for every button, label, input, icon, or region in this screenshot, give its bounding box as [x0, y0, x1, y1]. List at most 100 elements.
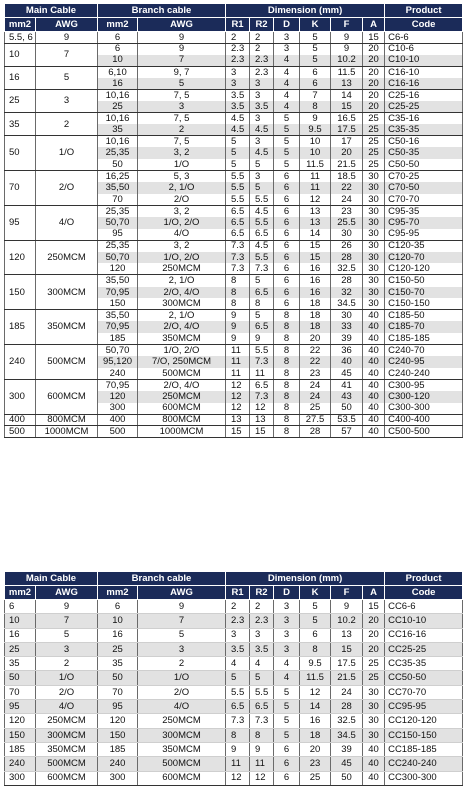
r2-cell: 5.5 — [249, 217, 275, 229]
main-mm2-cell: 95 — [4, 205, 36, 241]
table-row: 25 3 25 3 3.5 3.5 3 8 15 20 CC25-25 — [4, 642, 464, 658]
r2-cell: 5.5 — [249, 193, 275, 206]
r1-cell: 6.5 — [225, 217, 251, 229]
k-cell: 5 — [299, 613, 332, 629]
branch-awg-cell: 5 — [136, 77, 227, 90]
product-code-cell: CC10-10 — [384, 613, 464, 629]
product-code-cell: C150-150 — [384, 298, 464, 311]
r1-cell: 5 — [225, 147, 251, 160]
f-cell: 23 — [330, 205, 364, 217]
product-code-cell: CC25-25 — [384, 642, 464, 658]
main-mm2-cell: 16 — [4, 628, 36, 643]
k-header: K — [299, 17, 332, 32]
product-code-cell: CC50-50 — [384, 670, 464, 686]
branch-awg-cell: 9, 7 — [136, 66, 227, 78]
f-cell: 13 — [330, 77, 364, 90]
branch-mm2-cell: 120 — [97, 713, 138, 729]
r2-cell: 9 — [249, 742, 275, 758]
table-row: 500 1000MCM 500 1000MCM 15 15 8 28 57 40 C500-500 — [4, 425, 464, 438]
table-row: 35,50 2, 1/O 5.5 5 6 11 22 30 C70-50 — [5, 182, 464, 194]
d-cell: 6 — [273, 251, 301, 264]
a-cell: 40 — [362, 402, 386, 415]
r1-cell: 2 — [225, 598, 251, 615]
k-cell: 11.5 — [299, 670, 332, 686]
table1-body: 5.5, 6 9 6 9 2 2 3 5 9 15 C6-6 10 7 6 9 2.3 2 3 5 9 20 C10-6 1… — [4, 31, 464, 438]
f-cell: 40 — [330, 356, 364, 368]
k-cell: 12 — [299, 685, 332, 701]
main-cable-header-2: Main Cable — [4, 571, 98, 586]
d-cell: 8 — [273, 367, 301, 380]
main-awg-cell: 7 — [35, 613, 98, 629]
r2-cell: 11 — [249, 756, 275, 772]
f-header: F — [330, 17, 364, 32]
table-row: 95,120 7/O, 250MCM 11 7.3 8 22 40 40 C240-95 — [5, 356, 464, 368]
a-cell: 30 — [362, 728, 386, 743]
k-cell: 8 — [299, 101, 332, 114]
main-awg-cell: 600MCM — [35, 771, 98, 786]
r1-cell: 9 — [225, 309, 251, 322]
main-cable-header: Main Cable — [4, 3, 98, 18]
f-cell: 26 — [330, 240, 364, 252]
r2-cell: 4 — [249, 656, 275, 672]
d-cell: 6 — [273, 182, 301, 194]
k-cell: 11.5 — [299, 159, 332, 172]
f-cell: 30 — [330, 309, 364, 322]
table-row: 35 2 35 2 4 4 4 9.5 17.5 25 CC35-35 — [4, 656, 464, 672]
branch-mm2-cell: 10,16 — [97, 135, 138, 148]
r2-cell: 5 — [249, 274, 275, 287]
branch-awg-cell: 2/O, 4/O — [136, 321, 227, 333]
d-cell: 8 — [273, 321, 301, 333]
r1-cell: 3.5 — [225, 101, 251, 114]
r2-header: R2 — [249, 17, 275, 32]
r1-cell: 8 — [225, 286, 251, 299]
table-row: 300 600MCM 70,95 2/O, 4/O 12 6.5 8 24 41 40 C300-9… — [4, 379, 464, 415]
r2-cell: 5 — [249, 182, 275, 194]
d-cell: 5 — [273, 135, 301, 148]
product-code-cell: C120-120 — [384, 263, 464, 276]
r1-cell: 7.3 — [225, 263, 251, 276]
branch-mm2-cell: 400 — [97, 414, 138, 427]
main-mm2-header-2: mm2 — [4, 585, 36, 600]
branch-mm2-cell: 10 — [97, 613, 138, 629]
main-mm2-cell: 50 — [4, 670, 36, 686]
a-cell: 40 — [362, 367, 386, 380]
main-awg-cell: 2 — [35, 112, 98, 137]
f-cell: 11.5 — [330, 66, 364, 78]
f-cell: 43 — [330, 390, 364, 403]
branch-mm2-cell: 240 — [97, 756, 138, 772]
product-code-cell: C70-25 — [384, 170, 464, 183]
branch-awg-cell: 2/O — [136, 685, 227, 701]
main-mm2-cell: 240 — [4, 756, 36, 772]
a-cell: 30 — [362, 205, 386, 217]
branch-mm2-cell: 25 — [97, 642, 138, 658]
branch-awg-cell: 2/O — [136, 193, 227, 206]
r2-cell: 2 — [249, 43, 275, 55]
main-mm2-cell: 10 — [4, 43, 36, 67]
branch-mm2-cell: 16,25 — [97, 170, 138, 183]
d-cell: 6 — [273, 205, 301, 217]
main-mm2-cell: 35 — [4, 112, 36, 137]
k-cell: 8 — [299, 642, 332, 658]
a-cell: 40 — [362, 321, 386, 333]
a-cell: 40 — [362, 425, 386, 438]
main-mm2-cell: 25 — [4, 642, 36, 658]
d-cell: 6 — [273, 240, 301, 252]
d-cell: 8 — [273, 332, 301, 346]
d-cell: 4 — [273, 670, 301, 686]
f-cell: 30 — [330, 228, 364, 241]
branch-mm2-cell: 70,95 — [97, 321, 138, 333]
d-cell: 5 — [273, 728, 301, 743]
k-cell: 23 — [299, 756, 332, 772]
branch-awg-cell: 2 — [136, 656, 227, 672]
main-awg-cell: 1000MCM — [35, 425, 98, 438]
f-cell: 34.5 — [330, 728, 364, 743]
branch-mm2-cell: 150 — [97, 728, 138, 743]
r1-cell: 7.3 — [225, 251, 251, 264]
a-cell: 15 — [362, 31, 386, 44]
branch-awg-cell: 350MCM — [136, 742, 227, 758]
main-awg-cell: 3 — [35, 89, 98, 114]
k-cell: 5 — [299, 54, 332, 67]
d-cell: 4 — [273, 66, 301, 78]
main-awg-cell: 9 — [35, 31, 98, 44]
a-cell: 25 — [362, 124, 386, 137]
